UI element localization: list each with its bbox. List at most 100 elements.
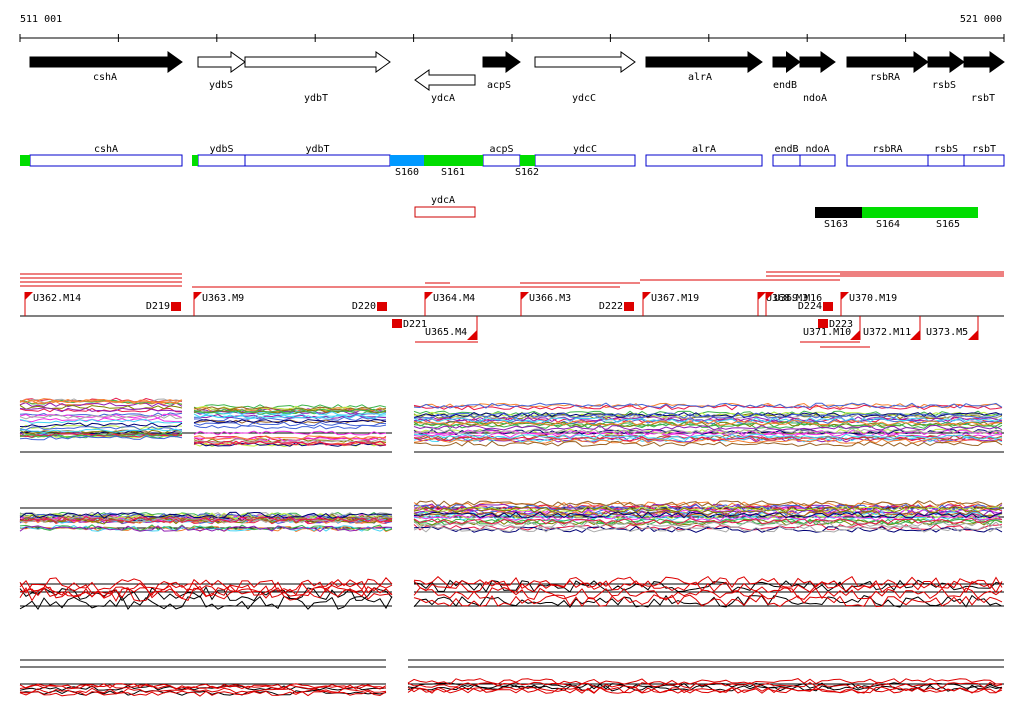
segment-label: S161 — [441, 167, 465, 178]
expression-line — [19, 687, 387, 694]
expression-line — [19, 511, 393, 519]
expression-line — [407, 682, 1003, 690]
upstream-label: U366.M3 — [529, 293, 571, 304]
segment-fill — [20, 155, 30, 166]
expression-line — [19, 586, 393, 602]
downstream-box — [392, 319, 402, 328]
flag — [521, 292, 529, 300]
upstream-label: U364.M4 — [433, 293, 475, 304]
upstream-lower-label: U373.M5 — [926, 327, 968, 338]
gene-box-label: ydcC — [573, 144, 597, 155]
upstream-label: U370.M19 — [849, 293, 897, 304]
upstream-label: U367.M19 — [651, 293, 699, 304]
segment-label: S165 — [936, 219, 960, 230]
expression-line — [19, 398, 183, 403]
gene-arrow — [645, 51, 763, 73]
expression-line — [413, 520, 1003, 528]
gene-label: ndoA — [803, 93, 827, 104]
expression-line — [193, 435, 387, 441]
expression-line — [413, 435, 1003, 442]
gene-box-label: cshA — [94, 144, 118, 155]
flag — [194, 292, 202, 300]
segment — [424, 155, 483, 166]
gene-box — [482, 154, 521, 167]
expression-line — [413, 424, 1003, 431]
expression-line — [413, 506, 1003, 514]
gene-label: cshA — [93, 72, 117, 83]
gene-box — [197, 154, 246, 167]
expression-line — [193, 406, 387, 412]
expression-line — [19, 399, 183, 405]
segment — [862, 207, 922, 218]
downstream-box — [818, 319, 828, 328]
gene-box-label: alrA — [692, 144, 716, 155]
expression-line — [193, 430, 387, 436]
lower-box — [414, 206, 476, 218]
scale-start: 511 001 — [20, 14, 62, 25]
gene-box — [645, 154, 763, 167]
gene-box — [244, 154, 391, 167]
gene-box-label: rsbRA — [872, 144, 902, 155]
upstream-lower-label: U365.M4 — [425, 327, 467, 338]
segment — [390, 155, 424, 166]
expression-line — [413, 412, 1003, 419]
expression-line — [413, 511, 1003, 519]
flag — [910, 330, 920, 340]
expression-line — [407, 681, 1003, 689]
expression-line — [413, 402, 1003, 409]
upstream-label: U363.M9 — [202, 293, 244, 304]
gene-label: rsbT — [971, 93, 995, 104]
expression-line — [413, 587, 1003, 600]
expression-line — [193, 410, 387, 416]
gene-box — [534, 154, 636, 167]
downstream-label: D222 — [599, 301, 623, 312]
downstream-label: D224 — [798, 301, 822, 312]
downstream-box — [823, 302, 833, 311]
gene-label: ydbS — [209, 80, 233, 91]
segment-label: S164 — [876, 219, 900, 230]
expression-line — [413, 417, 1003, 423]
expression-line — [19, 516, 393, 524]
segment — [815, 207, 862, 218]
flag — [758, 292, 766, 300]
expression-line — [19, 432, 183, 438]
expression-line — [413, 422, 1003, 430]
expression-line — [19, 586, 393, 603]
upstream-lower-label: U372.M11 — [863, 327, 911, 338]
gene-arrow — [534, 51, 636, 73]
gene-arrow — [29, 51, 183, 73]
gene-label: rsbRA — [870, 72, 900, 83]
gene-arrow — [963, 51, 1005, 73]
segment — [520, 155, 535, 166]
gene-arrow — [846, 51, 929, 73]
gene-box-label: ydbT — [305, 144, 329, 155]
expression-line — [413, 428, 1003, 435]
expression-plots — [19, 397, 1004, 697]
expression-line — [193, 442, 387, 447]
downstream-box — [624, 302, 634, 311]
gene-label: alrA — [688, 72, 712, 83]
expression-line — [19, 525, 393, 532]
flag — [968, 330, 978, 340]
expression-line — [193, 408, 387, 414]
gene-box — [963, 154, 1005, 167]
expression-line — [19, 429, 183, 435]
expression-line — [19, 689, 387, 696]
gene-label: ydcC — [572, 93, 596, 104]
expression-line — [413, 440, 1003, 447]
flag — [841, 292, 849, 300]
gene-box-label: ydbS — [209, 144, 233, 155]
expression-line — [19, 407, 183, 413]
gene-label: ydbT — [304, 93, 328, 104]
gene-box — [927, 154, 965, 167]
flag — [766, 292, 774, 300]
expression-line — [193, 414, 387, 420]
gene-box-label: acpS — [489, 144, 513, 155]
expression-line — [19, 402, 183, 408]
expression-line — [413, 514, 1003, 522]
expression-line — [19, 580, 393, 597]
gene-arrow — [799, 51, 836, 73]
expression-line — [19, 435, 183, 441]
expression-line — [413, 510, 1003, 518]
